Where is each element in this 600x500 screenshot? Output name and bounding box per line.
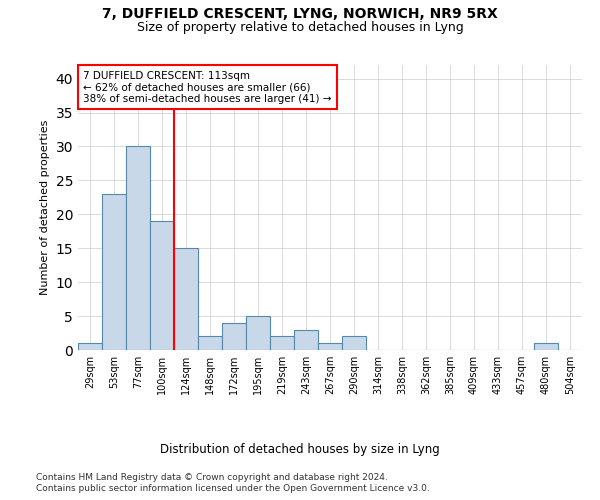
Bar [534,343,558,350]
Bar [198,336,222,350]
Bar [126,146,150,350]
Y-axis label: Number of detached properties: Number of detached properties [40,120,50,295]
Text: Size of property relative to detached houses in Lyng: Size of property relative to detached ho… [137,22,463,35]
Bar [222,323,246,350]
Bar [78,343,102,350]
Bar [246,316,270,350]
Text: 7, DUFFIELD CRESCENT, LYNG, NORWICH, NR9 5RX: 7, DUFFIELD CRESCENT, LYNG, NORWICH, NR9… [102,8,498,22]
Bar [150,221,174,350]
Bar [102,194,126,350]
Bar [342,336,366,350]
Text: Distribution of detached houses by size in Lyng: Distribution of detached houses by size … [160,442,440,456]
Text: 7 DUFFIELD CRESCENT: 113sqm
← 62% of detached houses are smaller (66)
38% of sem: 7 DUFFIELD CRESCENT: 113sqm ← 62% of det… [83,70,332,104]
Text: Contains public sector information licensed under the Open Government Licence v3: Contains public sector information licen… [36,484,430,493]
Bar [174,248,198,350]
Text: Contains HM Land Registry data © Crown copyright and database right 2024.: Contains HM Land Registry data © Crown c… [36,472,388,482]
Bar [318,343,342,350]
Bar [270,336,294,350]
Bar [294,330,318,350]
